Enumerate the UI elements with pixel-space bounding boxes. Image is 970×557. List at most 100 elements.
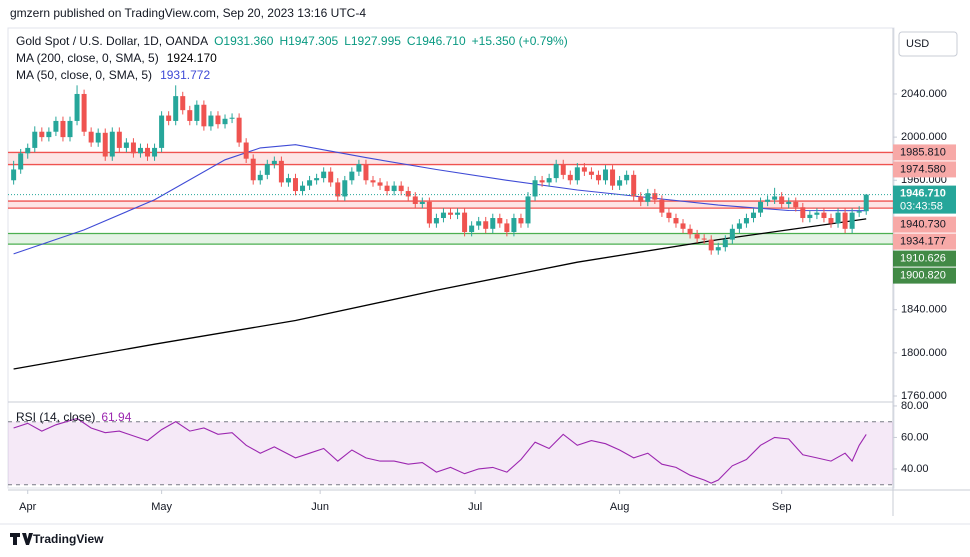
candle-body xyxy=(722,239,728,248)
level-label-box xyxy=(893,250,956,267)
candle-body xyxy=(328,171,334,183)
candle-body xyxy=(715,247,721,251)
level-label-box xyxy=(893,216,956,233)
candle-body xyxy=(67,120,73,138)
level-label: 1934.177 xyxy=(900,236,946,248)
candle-body xyxy=(779,196,785,204)
candle-body xyxy=(856,211,862,213)
candle-body xyxy=(405,191,411,197)
candle-body xyxy=(335,182,341,197)
candle-body xyxy=(546,178,552,183)
candle-body xyxy=(814,212,820,215)
level-label-box xyxy=(893,233,956,250)
legend-item: C1946.710 xyxy=(407,34,466,48)
legend-item: H1947.305 xyxy=(279,34,338,48)
candle-body xyxy=(539,180,545,183)
candle-body xyxy=(462,212,468,233)
candle-body xyxy=(448,212,453,215)
rsi-tick-label: 60.00 xyxy=(901,431,929,443)
rsi-line xyxy=(13,417,867,484)
candle-body xyxy=(701,238,707,240)
level-zone xyxy=(8,233,893,245)
y-tick-label: 2000.000 xyxy=(901,131,947,143)
candle-body xyxy=(363,164,369,181)
currency[interactable]: USD xyxy=(906,38,929,50)
legend-item: O1931.360 xyxy=(214,34,274,48)
candle-body xyxy=(88,131,94,143)
candle-body xyxy=(786,201,792,204)
candle-body xyxy=(603,169,609,181)
legend-item: RSI (14, close) xyxy=(16,410,95,424)
candle-body xyxy=(229,117,235,119)
candle-body xyxy=(236,117,242,143)
candle-body xyxy=(271,160,277,165)
candle-body xyxy=(145,147,151,157)
currency-button[interactable] xyxy=(898,31,958,57)
candle-body xyxy=(300,185,306,192)
candle-body xyxy=(574,167,580,181)
x-tick-label: Jul xyxy=(468,501,482,513)
candle-body xyxy=(130,142,136,154)
candle-body xyxy=(553,164,559,179)
candle-body xyxy=(314,178,320,181)
candle-body xyxy=(624,174,630,181)
candle-body xyxy=(772,196,778,200)
candle-body xyxy=(208,115,214,127)
legend-item: Gold Spot / U.S. Dollar, 1D, OANDA xyxy=(16,34,208,48)
candle-body xyxy=(46,131,52,138)
candle-body xyxy=(222,118,228,125)
candle-body xyxy=(511,218,517,233)
candle-body xyxy=(588,171,594,175)
candle-body xyxy=(109,131,115,157)
candle-body xyxy=(419,201,425,204)
candle-body xyxy=(81,93,87,132)
y-tick-label: 1800.000 xyxy=(901,347,947,359)
candle-body xyxy=(504,223,510,233)
candle-body xyxy=(74,93,80,121)
level-label: 1910.626 xyxy=(900,253,946,265)
rsi-band xyxy=(8,421,893,485)
candle-body xyxy=(60,120,66,138)
y-tick-label: 2040.000 xyxy=(901,88,947,100)
candle-body xyxy=(483,221,489,229)
candle-body xyxy=(729,228,735,240)
candle-body xyxy=(694,234,700,239)
level-zone xyxy=(8,201,893,209)
candle-body xyxy=(116,131,122,148)
candle-body xyxy=(243,142,249,159)
candle-body xyxy=(567,174,573,181)
candle-body xyxy=(412,196,418,204)
candle-body xyxy=(152,147,158,157)
candle-body xyxy=(666,212,672,219)
legend: Gold Spot / U.S. Dollar, 1D, OANDA O1931.… xyxy=(16,34,568,424)
publisher: gmzern published on TradingView.com, Sep… xyxy=(10,6,366,20)
candle-body xyxy=(307,180,313,186)
rsi-tick-label: 80.00 xyxy=(901,400,929,412)
candle-body xyxy=(18,153,24,170)
legend-item: 61.94 xyxy=(101,410,131,424)
candle-body xyxy=(560,164,566,175)
candle-body xyxy=(250,158,256,181)
legend-row: MA (200, close, 0, SMA, 5) 1924.170 xyxy=(16,51,217,65)
candle-body xyxy=(194,104,200,121)
level-label-box xyxy=(893,267,956,284)
level-label: 1974.580 xyxy=(900,163,946,175)
level-label: 1985.810 xyxy=(900,146,946,158)
candle-body xyxy=(469,225,475,233)
candle-body xyxy=(800,207,806,219)
candle-body xyxy=(490,218,496,229)
candle-body xyxy=(166,115,172,121)
candle-body xyxy=(377,182,383,186)
candle-body xyxy=(201,104,207,127)
candle-body xyxy=(321,171,327,179)
candle-body xyxy=(518,218,524,224)
candle-body xyxy=(708,239,714,251)
candle-body xyxy=(292,178,298,192)
candle-body xyxy=(659,199,665,213)
candle-body xyxy=(180,96,186,111)
x-tick-label: Aug xyxy=(610,501,630,513)
candle-body xyxy=(95,132,101,143)
level-label-box xyxy=(893,144,956,161)
